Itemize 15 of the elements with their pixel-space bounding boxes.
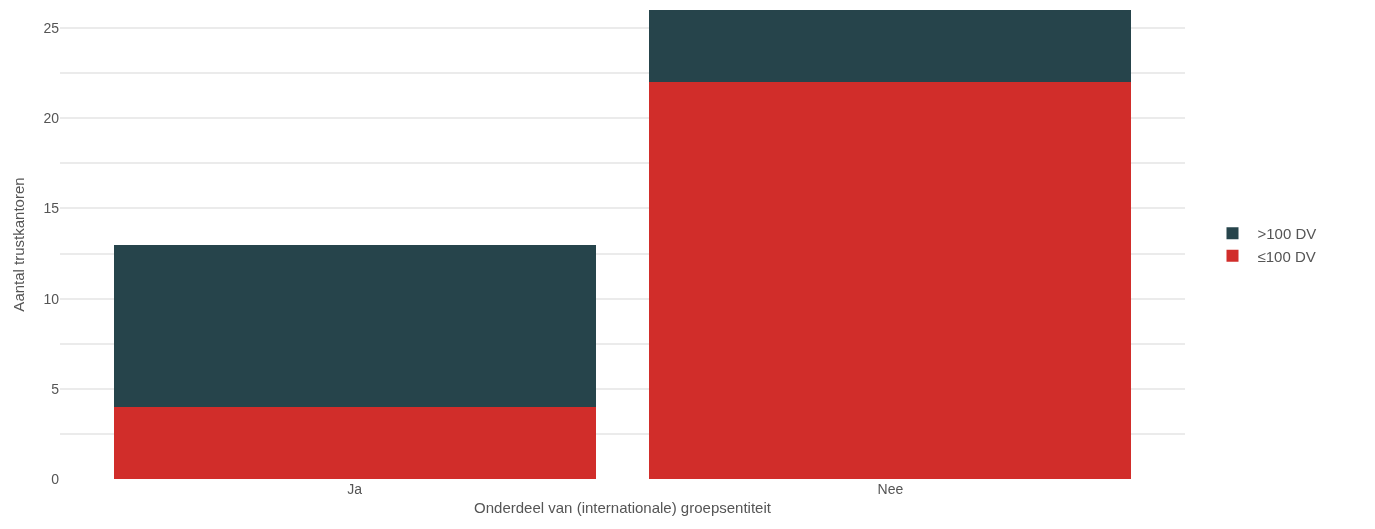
bar <box>113 244 596 407</box>
y-axis-title: Aantal trustkantoren <box>9 177 27 312</box>
y-tick-label: 5 <box>51 380 60 397</box>
x-tick-label: Ja <box>347 481 363 497</box>
x-tick-label: Nee <box>877 481 904 497</box>
legend-label: >100 DV <box>1257 225 1317 243</box>
y-tick-label: 15 <box>43 200 60 217</box>
bar <box>113 406 596 479</box>
y-tick-label: 10 <box>43 290 60 307</box>
y-tick-label: 20 <box>43 110 60 127</box>
legend-label: ≤100 DV <box>1257 247 1316 265</box>
y-tick-label: 25 <box>43 19 60 36</box>
x-axis-title: Onderdeel van (internationale) groepsentiteit <box>474 499 772 516</box>
y-tick-label: 0 <box>51 470 60 487</box>
bar <box>649 10 1132 83</box>
